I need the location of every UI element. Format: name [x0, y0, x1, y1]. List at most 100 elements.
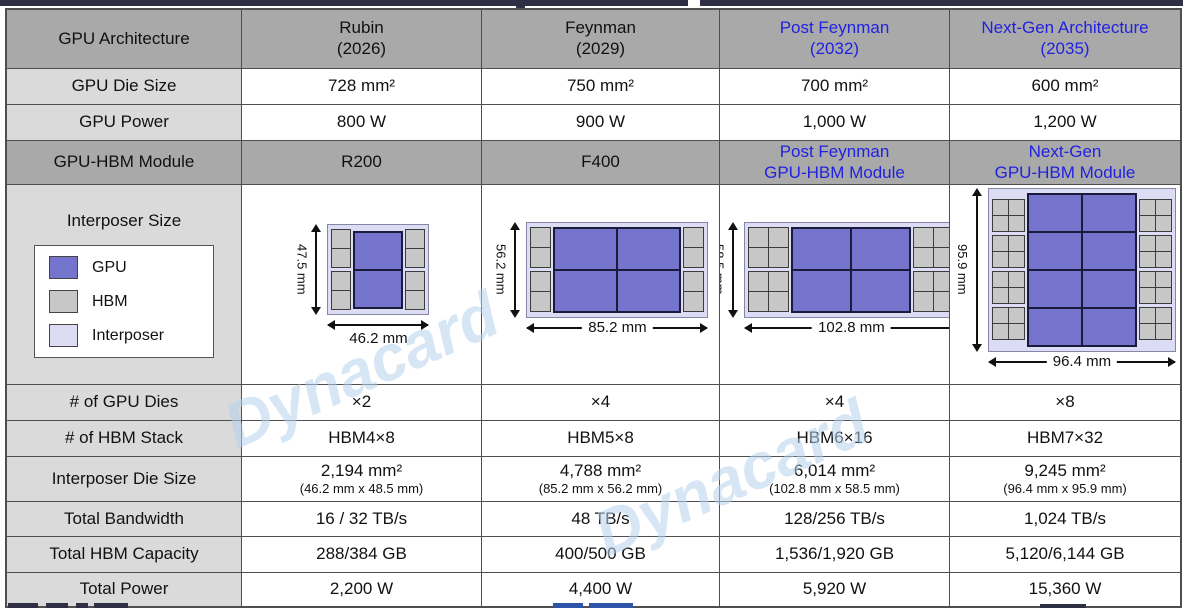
hbm-stack-group	[530, 227, 552, 268]
total-hbm-capacity-rubin: 288/384 GB	[242, 537, 482, 573]
hbm-die	[406, 230, 425, 248]
hbm-die	[992, 272, 1008, 287]
num-hbm-stack-next-gen: HBM7×32	[950, 421, 1180, 457]
total-power-rubin: 2,200 W	[242, 573, 482, 606]
gpu-die	[1082, 308, 1135, 345]
row-label-gpu-hbm-module: GPU-HBM Module	[7, 141, 242, 185]
row-label-interposer-size: Interposer Size GPU HBM Interposer	[7, 185, 242, 385]
hbm-die	[1155, 236, 1171, 251]
hbm-stack-column	[683, 227, 705, 312]
gpu-die	[1028, 232, 1081, 269]
hbm-die	[934, 272, 949, 291]
gpu-die-grid	[353, 230, 404, 309]
vertical-dimension-arrow	[727, 221, 740, 318]
module-name: Post Feynman	[779, 141, 890, 161]
hbm-stack-column	[913, 227, 949, 312]
hbm-die	[769, 292, 789, 311]
total-bandwidth-post-feynman: 128/256 TB/s	[720, 502, 950, 537]
hbm-die	[1008, 216, 1024, 231]
hbm-die	[1139, 236, 1155, 251]
module-rubin: R200	[242, 141, 482, 185]
hbm-stack-group	[683, 271, 705, 312]
module-name: R200	[341, 152, 382, 172]
interposer-die	[987, 187, 1176, 352]
num-hbm-stack-post-feynman: HBM6×16	[720, 421, 950, 457]
hbm-die	[1155, 272, 1171, 287]
arch-name: Next-Gen Architecture	[981, 18, 1149, 38]
hbm-stack-group	[748, 227, 790, 268]
hbm-die	[992, 200, 1008, 215]
hbm-stack-group	[991, 307, 1025, 340]
hbm-die	[1139, 200, 1155, 215]
hbm-die	[1008, 308, 1024, 323]
interposer-die-size-next-gen: 9,245 mm² (96.4 mm x 95.9 mm)	[950, 457, 1180, 502]
hbm-die	[992, 324, 1008, 339]
hbm-die	[332, 272, 351, 290]
hbm-stack-column	[991, 199, 1025, 340]
interposer-die	[526, 221, 709, 318]
hbm-stack-group	[1138, 235, 1172, 268]
hbm-die	[406, 291, 425, 309]
gpu-die	[355, 232, 402, 269]
hbm-stack-group	[683, 227, 705, 268]
arch-year: (2032)	[809, 39, 860, 58]
total-hbm-capacity-feynman: 400/500 GB	[482, 537, 720, 573]
hbm-die	[684, 248, 704, 267]
gpu-die-grid	[553, 226, 682, 313]
hbm-stack-group	[913, 227, 949, 268]
hbm-die	[1008, 252, 1024, 267]
interposer-diagram-feynman: 56.2 mm 85.2 mm	[482, 185, 720, 385]
legend-box: GPU HBM Interposer	[34, 244, 214, 358]
height-dimension-label: 56.2 mm	[493, 244, 509, 295]
interposer-die	[744, 221, 949, 318]
total-power-feynman: 4,400 W	[482, 573, 720, 606]
hbm-die	[1008, 236, 1024, 251]
interposer-dims: (96.4 mm x 95.9 mm)	[1003, 481, 1127, 497]
hbm-die	[531, 228, 551, 247]
hbm-die	[531, 292, 551, 311]
num-gpu-dies-feynman: ×4	[482, 385, 720, 421]
interposer-dims: (85.2 mm x 56.2 mm)	[538, 481, 663, 497]
hbm-stack-group	[405, 271, 426, 310]
hbm-stack-column	[405, 229, 426, 310]
cropped-text-fragment	[46, 603, 68, 608]
gpu-power-feynman: 900 W	[482, 105, 720, 141]
hbm-stack-group	[748, 271, 790, 312]
arch-rubin: Rubin (2026)	[242, 10, 482, 69]
gpu-die	[1082, 194, 1135, 231]
hbm-die	[1008, 288, 1024, 303]
gpu-die-grid	[1026, 192, 1137, 347]
hbm-die	[934, 248, 949, 267]
interposer-diagram-rubin: 47.5 mm 46.2 mm	[242, 185, 482, 385]
row-label-gpu-die-size: GPU Die Size	[7, 69, 242, 105]
arch-year: (2035)	[1040, 39, 1090, 58]
gpu-die	[1082, 232, 1135, 269]
cropped-letter-descender	[516, 5, 525, 10]
hbm-die	[332, 249, 351, 267]
module-name: Next-Gen	[1028, 141, 1102, 161]
gpu-die	[852, 270, 910, 311]
total-bandwidth-feynman: 48 TB/s	[482, 502, 720, 537]
hbm-die	[769, 248, 789, 267]
gpu-die-size-post-feynman: 700 mm²	[720, 69, 950, 105]
gpu-die	[1028, 194, 1081, 231]
width-dimension-label: 102.8 mm	[812, 318, 891, 337]
hbm-die	[934, 228, 949, 247]
hbm-stack-column	[1138, 199, 1172, 340]
width-dimension-label: 85.2 mm	[582, 318, 653, 337]
total-hbm-capacity-post-feynman: 1,536/1,920 GB	[720, 537, 950, 573]
hbm-die	[1155, 308, 1171, 323]
arch-year: (2029)	[575, 39, 626, 58]
cropped-text-fragment	[1040, 604, 1086, 608]
row-label-num-hbm-stack: # of HBM Stack	[7, 421, 242, 457]
interposer-area: 6,014 mm²	[793, 460, 876, 480]
cropped-text-fragment	[94, 603, 128, 608]
gpu-color-swatch	[49, 255, 78, 279]
hbm-stack-group	[405, 229, 426, 268]
hbm-stack-group	[991, 271, 1025, 304]
arch-name: Feynman	[565, 18, 636, 38]
hbm-die	[406, 249, 425, 267]
gpu-roadmap-table: GPU Architecture Rubin (2026) Feynman (2…	[5, 8, 1182, 608]
legend-entry-interposer: Interposer	[49, 323, 199, 347]
hbm-die	[1139, 272, 1155, 287]
